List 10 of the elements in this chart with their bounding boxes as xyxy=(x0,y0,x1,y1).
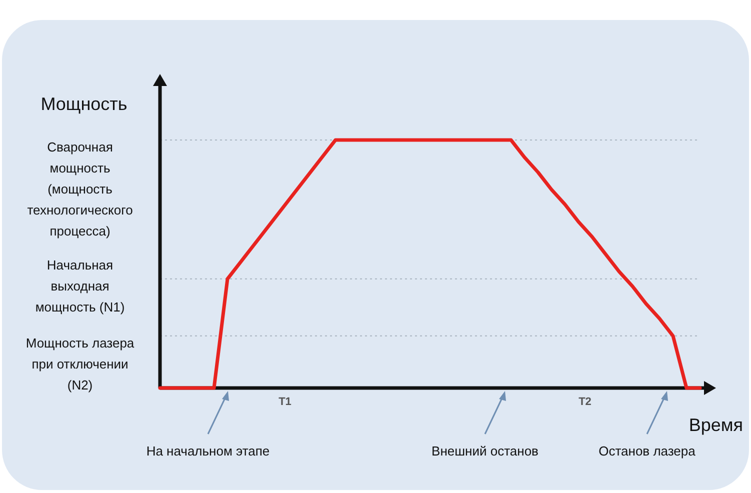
text: Мощность лазера при отключении (N2) xyxy=(26,336,135,393)
text: T2 xyxy=(578,396,592,408)
x-axis-title: Время xyxy=(688,414,743,435)
y-axis-title: Мощность xyxy=(40,94,128,114)
text: Начальная выходная мощность (N1) xyxy=(35,258,125,315)
text: T1 xyxy=(278,396,292,408)
text: Внешний останов xyxy=(432,444,539,459)
text: Сварочная мощность (мощность технологического процесса) xyxy=(27,140,133,239)
text: Останов лазера xyxy=(598,444,696,459)
text: На начальном этапе xyxy=(146,444,270,459)
